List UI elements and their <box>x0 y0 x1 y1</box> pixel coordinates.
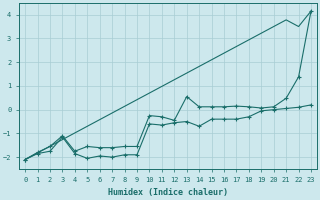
X-axis label: Humidex (Indice chaleur): Humidex (Indice chaleur) <box>108 188 228 197</box>
